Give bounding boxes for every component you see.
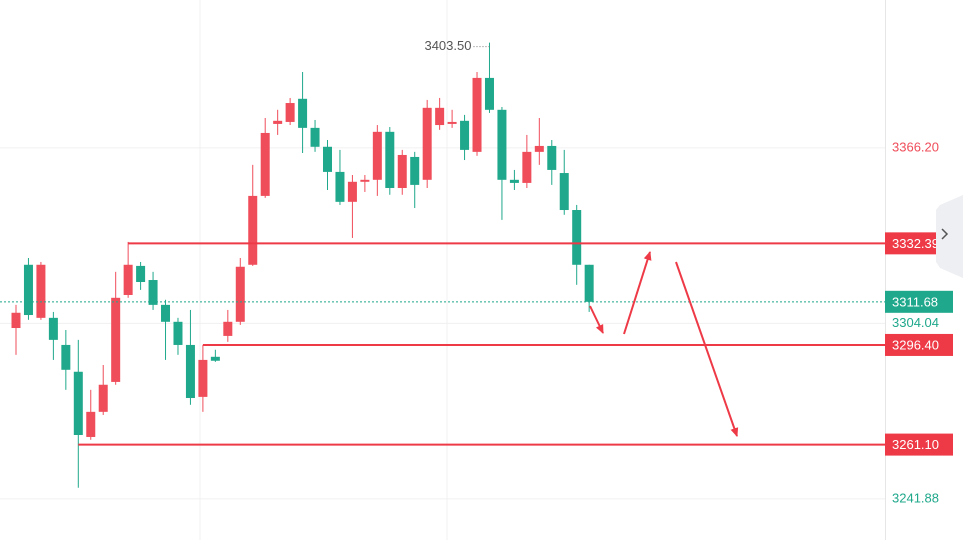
candle-body: [323, 146, 332, 172]
candle-body: [148, 280, 158, 305]
candle-body: [472, 77, 482, 152]
candle-body: [422, 107, 432, 180]
candle-body: [534, 145, 544, 152]
candles: 3403.50: [11, 38, 594, 488]
candle-body: [360, 179, 370, 182]
y-tick-label: 3304.04: [892, 315, 939, 330]
candle-body: [73, 371, 83, 435]
level-label: 3332.39: [892, 236, 939, 251]
level-box: [885, 433, 953, 456]
candle-body: [559, 173, 569, 211]
level-label: 3296.40: [892, 337, 939, 352]
candle-body: [298, 98, 308, 128]
candle-body: [572, 210, 582, 265]
candle-body: [173, 321, 183, 345]
candle-body: [223, 321, 233, 336]
candle-body: [273, 120, 283, 124]
candle-body: [36, 264, 46, 318]
candle-body: [98, 384, 108, 412]
candle-body: [111, 297, 121, 382]
candle-body: [410, 156, 420, 185]
candle-body: [509, 179, 519, 183]
arrow: [675, 261, 739, 437]
candle-body: [435, 107, 445, 126]
candle-body: [460, 120, 470, 150]
candle-body: [248, 195, 258, 265]
y-tick-label: 3366.20: [892, 139, 939, 154]
candle-body: [385, 131, 395, 188]
candle-body: [136, 265, 146, 282]
candle-body: [161, 304, 171, 322]
candle-body: [11, 312, 21, 329]
candle-body: [260, 132, 270, 196]
candle-body: [310, 127, 320, 147]
candle-body: [372, 131, 382, 180]
candle-body: [210, 356, 220, 361]
candle-body: [484, 77, 494, 110]
candle-body: [185, 344, 195, 399]
candle-body: [497, 109, 507, 180]
last-price-label: 3311.68: [892, 294, 938, 309]
high-label: 3403.50: [424, 38, 471, 53]
candle-body: [198, 359, 208, 397]
candle-body: [86, 411, 96, 437]
level-label: 3261.10: [892, 437, 939, 452]
scroll-icon[interactable]: [941, 228, 949, 240]
candle-body: [285, 103, 295, 122]
candle-body: [347, 181, 357, 202]
last-price-box: [885, 290, 953, 313]
candle-body: [48, 317, 58, 340]
candle-body: [23, 264, 33, 316]
candle-body: [584, 264, 594, 302]
level-box: [885, 333, 953, 356]
candle-body: [522, 151, 532, 183]
candle-body: [547, 145, 557, 170]
candle-body: [61, 344, 71, 370]
levels: [0, 242, 885, 446]
candle-body: [397, 154, 407, 188]
arrow: [589, 305, 604, 334]
candle-body: [123, 264, 133, 295]
scroll-tab[interactable]: [936, 195, 963, 278]
y-tick-label: 3241.88: [892, 490, 939, 505]
candle-body: [447, 121, 457, 124]
candle-body: [335, 171, 345, 202]
grid: [0, 147, 885, 500]
candle-body: [235, 266, 245, 322]
arrows: [589, 251, 739, 437]
arrow: [623, 251, 652, 335]
